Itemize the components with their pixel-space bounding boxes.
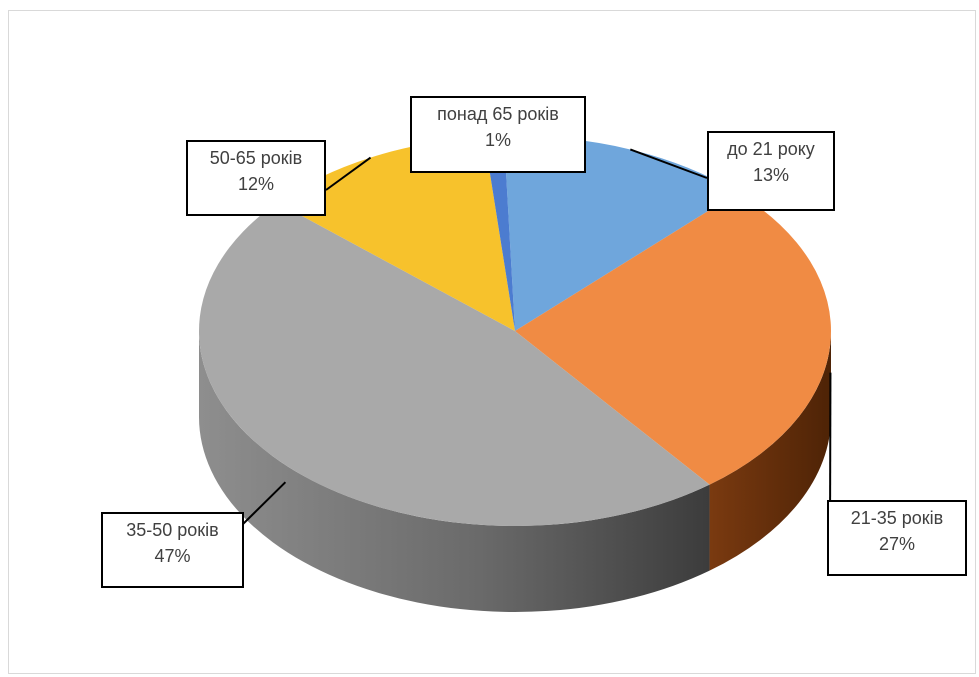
pie-slice-5 — [484, 136, 515, 331]
pie-top-layer — [199, 136, 831, 527]
label-category: 50-65 років — [209, 148, 303, 168]
data-label-slice-3: 35-50 років 47% — [101, 512, 244, 588]
pie-slice-1 — [503, 136, 738, 331]
label-percent: 27% — [878, 534, 916, 554]
data-label-slice-4: 50-65 років 12% — [186, 140, 326, 216]
label-percent: 13% — [752, 165, 790, 185]
label-category: до 21 року — [727, 139, 815, 159]
pie-slice-3 — [199, 202, 710, 527]
data-label-slice-2: 21-35 років 27% — [827, 500, 967, 576]
label-category: понад 65 років — [437, 104, 559, 124]
label-percent: 1% — [484, 130, 511, 150]
pie-side-layer — [199, 331, 831, 612]
leader-line-slice-1 — [629, 148, 708, 179]
label-category: 21-35 років — [850, 508, 944, 528]
label-percent: 12% — [237, 174, 275, 194]
leader-line-slice-4 — [325, 156, 372, 191]
label-category: 35-50 років — [126, 520, 219, 540]
pie-side-slice-2 — [709, 331, 831, 571]
leader-line-slice-3 — [241, 481, 287, 526]
pie-slice-4 — [277, 136, 515, 331]
data-label-slice-5: понад 65 років 1% — [410, 96, 586, 173]
pie-side-slice-3 — [199, 331, 710, 612]
data-label-slice-1: до 21 року 13% — [707, 131, 835, 211]
label-percent: 47% — [154, 546, 191, 566]
pie-slice-2 — [515, 192, 831, 485]
